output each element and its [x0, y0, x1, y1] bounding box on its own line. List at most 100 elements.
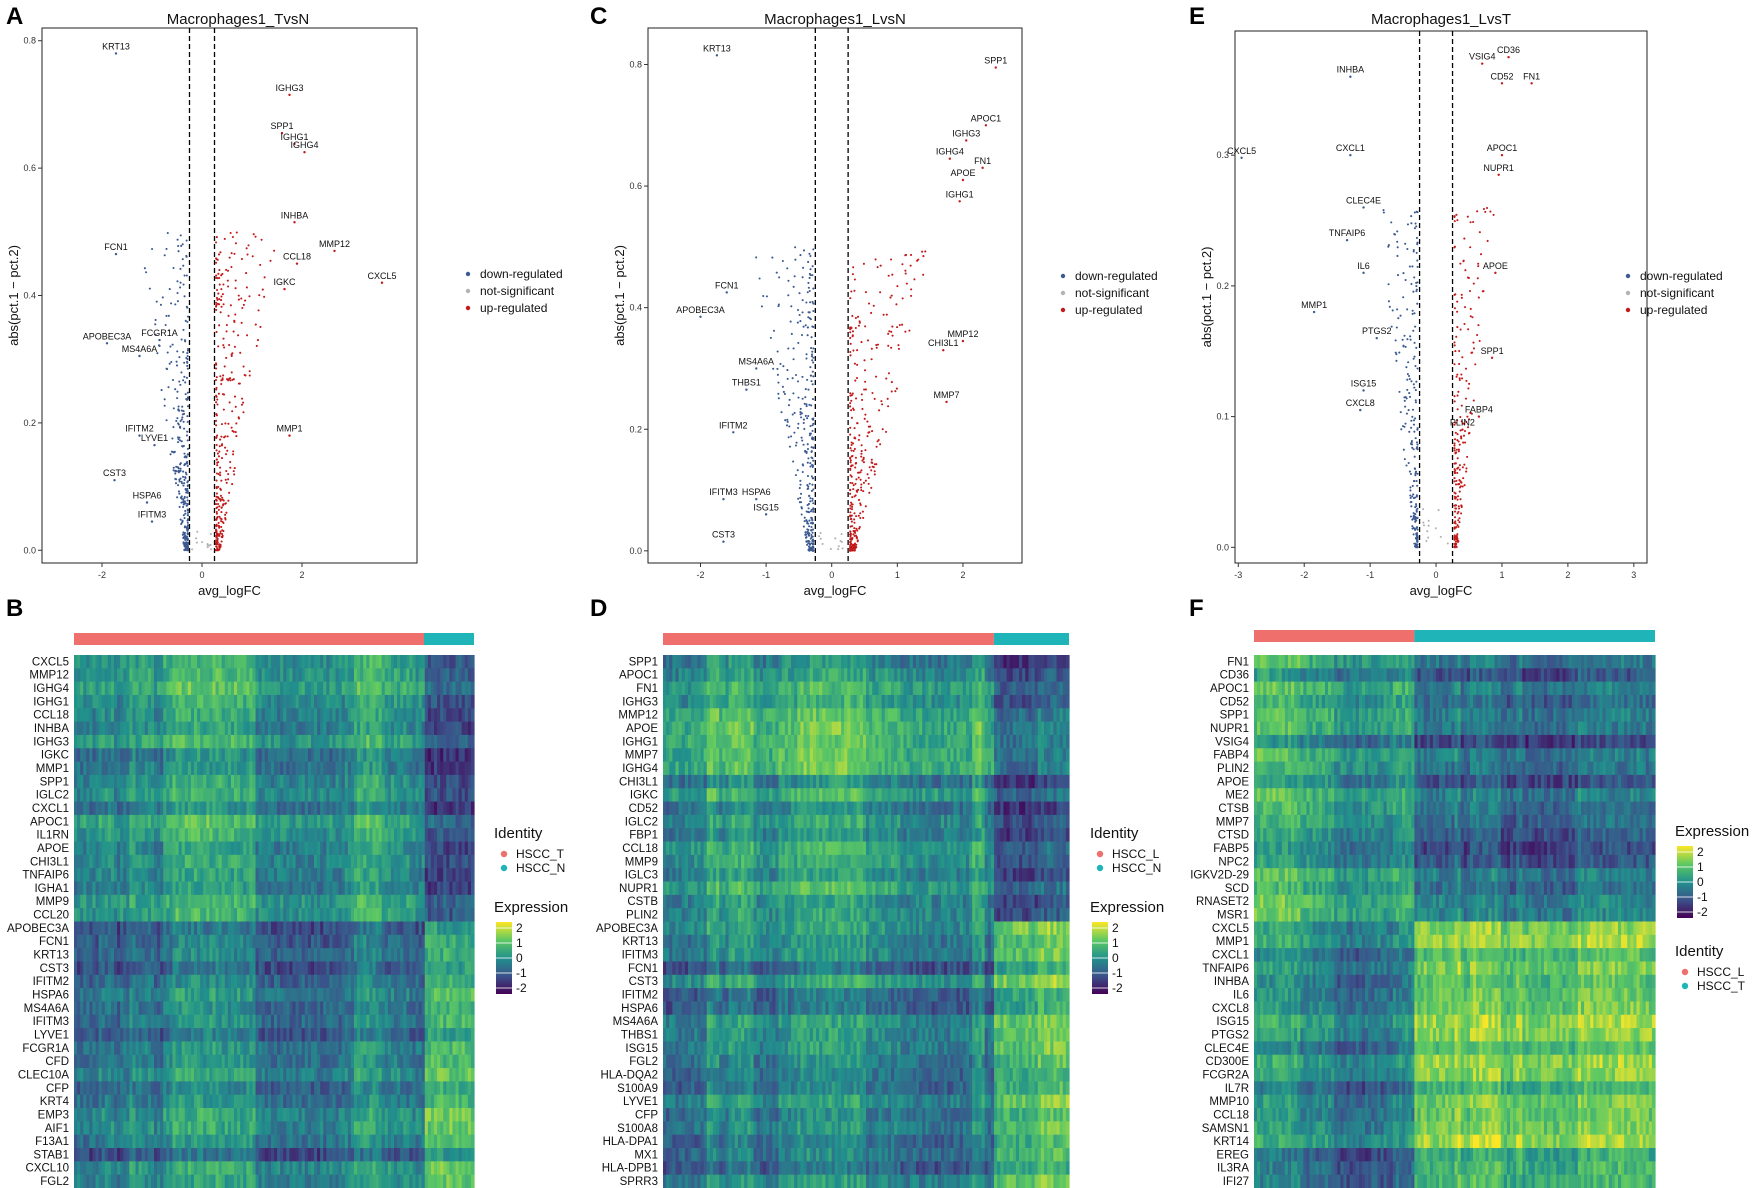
- data-point: [790, 435, 793, 438]
- heatmap-row-label: CCL18: [33, 710, 69, 722]
- data-point: [220, 274, 223, 277]
- data-point: [854, 456, 857, 459]
- x-tick-label: 2: [1565, 570, 1570, 580]
- data-point: [165, 314, 168, 317]
- data-point: [875, 463, 878, 466]
- gene-label: MMP1: [1301, 300, 1327, 310]
- data-point: [864, 388, 867, 391]
- data-point: [166, 232, 169, 235]
- data-point: [228, 401, 231, 404]
- legend-marker: [1625, 307, 1631, 313]
- data-point: [223, 365, 226, 368]
- gene-label: VSIG4: [1469, 52, 1496, 62]
- data-point: [242, 303, 245, 306]
- volcano-plot-tvsn: Macrophages1_TvsN-2 0 20.00.20.40.60.8avg_…: [6, 11, 563, 598]
- data-point: [1409, 335, 1412, 338]
- data-point: [891, 273, 894, 276]
- data-point: [811, 417, 814, 421]
- data-point: [853, 278, 856, 281]
- data-point: [805, 533, 808, 536]
- data-point: [852, 488, 855, 491]
- gene-label: APOBEC3A: [83, 331, 132, 341]
- data-point: [1416, 259, 1419, 262]
- data-point: [1446, 542, 1449, 545]
- data-point: [849, 461, 852, 464]
- gene-label: ISG15: [1351, 378, 1377, 388]
- data-point: [186, 349, 190, 352]
- data-point: [808, 252, 811, 255]
- data-point: [180, 371, 183, 374]
- data-point: [1416, 367, 1419, 370]
- data-point: [840, 532, 843, 536]
- data-point: [218, 505, 221, 508]
- data-point: [887, 274, 890, 277]
- data-point: [163, 398, 166, 401]
- data-point: [789, 320, 792, 323]
- data-point: [821, 542, 824, 546]
- data-point: [215, 533, 219, 536]
- data-point: [1460, 504, 1463, 507]
- data-point: [159, 303, 162, 306]
- gene-label: APOC1: [971, 113, 1002, 123]
- data-point: [1456, 512, 1459, 515]
- heatmap-cell: [470, 694, 475, 709]
- data-point: [1458, 468, 1461, 471]
- data-point: [788, 398, 791, 401]
- chart-title: Macrophages1_LvsN: [764, 11, 906, 28]
- y-tick-label: 0.3: [1216, 150, 1229, 160]
- data-point: [184, 381, 187, 384]
- data-point: [186, 391, 189, 394]
- heatmap-row-label: CXCL5: [32, 656, 69, 668]
- data-point: [1455, 448, 1458, 451]
- data-point: [259, 325, 262, 328]
- data-point: [214, 379, 218, 382]
- data-point: [183, 482, 186, 485]
- data-point: [1409, 338, 1412, 341]
- data-point: [788, 445, 792, 448]
- data-point: [850, 465, 853, 468]
- data-point: [854, 466, 857, 469]
- data-point: [805, 536, 808, 539]
- data-point: [222, 337, 225, 340]
- data-point: [227, 472, 230, 476]
- data-point: [1387, 300, 1390, 303]
- data-point: [799, 254, 802, 257]
- data-point: [807, 286, 810, 289]
- data-point: [797, 422, 800, 425]
- data-point: [174, 303, 177, 306]
- data-point: [809, 462, 812, 465]
- data-point: [781, 385, 784, 388]
- data-point: [231, 410, 234, 413]
- data-point: [1415, 441, 1418, 444]
- data-point: [186, 521, 189, 524]
- gene-point: [283, 287, 286, 291]
- data-point: [804, 449, 807, 452]
- data-point: [183, 452, 186, 455]
- data-point: [174, 469, 177, 472]
- data-point: [922, 273, 925, 276]
- data-point: [179, 234, 182, 237]
- data-point: [1462, 434, 1466, 437]
- data-point: [1453, 395, 1456, 398]
- data-point: [1408, 392, 1411, 395]
- data-point: [806, 504, 809, 507]
- data-point: [1402, 345, 1405, 348]
- data-point: [217, 521, 220, 524]
- gene-label: IGHG3: [952, 128, 980, 138]
- data-point: [1479, 253, 1483, 256]
- data-point: [829, 547, 832, 551]
- data-point: [1465, 379, 1468, 382]
- data-point: [809, 424, 812, 428]
- data-point: [885, 377, 888, 380]
- data-point: [1412, 512, 1415, 515]
- data-point: [177, 408, 180, 411]
- data-point: [809, 374, 812, 377]
- data-point: [812, 287, 815, 290]
- data-point: [894, 390, 897, 393]
- data-point: [1469, 246, 1472, 249]
- data-point: [1403, 458, 1406, 461]
- data-point: [222, 503, 225, 506]
- x-axis-label: avg_logFC: [1410, 583, 1473, 598]
- heatmap-row-label: MMP1: [36, 763, 69, 775]
- data-point: [176, 292, 179, 295]
